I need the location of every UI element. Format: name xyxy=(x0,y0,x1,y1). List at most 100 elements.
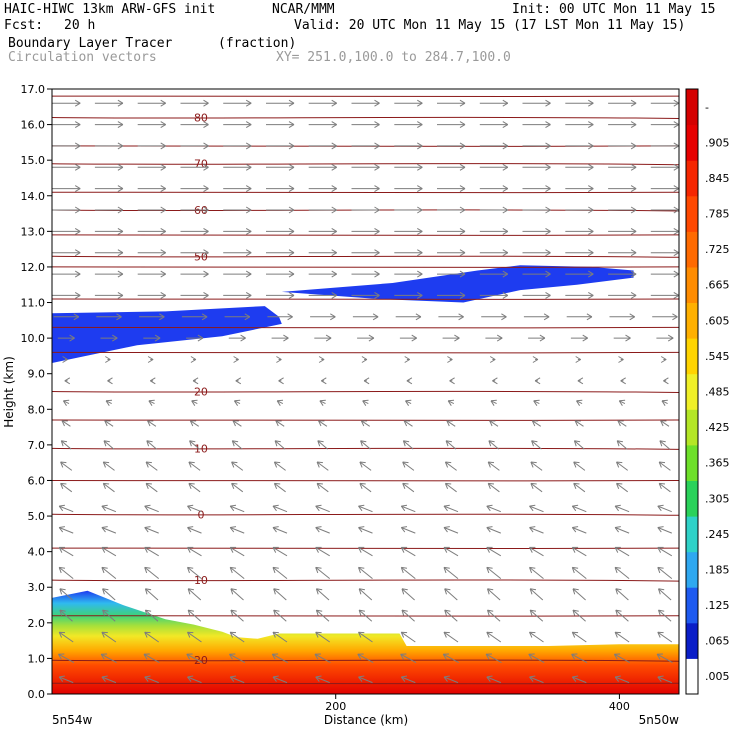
wind-vector xyxy=(94,227,124,235)
wind-vector xyxy=(608,291,637,299)
wind-vector xyxy=(266,291,295,299)
wind-vector xyxy=(479,227,509,235)
wind-vector xyxy=(229,653,246,664)
wind-vector xyxy=(481,313,507,321)
wind-vector xyxy=(565,291,594,299)
wind-vector xyxy=(529,675,544,684)
wind-vector xyxy=(351,163,380,171)
contour-line xyxy=(52,255,679,258)
wind-vector xyxy=(616,461,629,471)
wind-vector xyxy=(59,588,73,601)
y-tick-label: 2.0 xyxy=(28,617,46,630)
colorbar-swatch xyxy=(686,231,698,268)
y-tick-label: 15.0 xyxy=(21,154,46,167)
wind-vector xyxy=(437,163,466,171)
wind-vector xyxy=(485,653,502,664)
wind-vector xyxy=(187,588,202,601)
wind-vector xyxy=(180,99,209,107)
wind-vector xyxy=(137,142,166,150)
wind-vector xyxy=(359,461,372,471)
colorbar-label: - xyxy=(705,101,709,114)
wind-vector xyxy=(276,399,284,406)
wind-vector xyxy=(358,609,373,622)
wind-vector xyxy=(223,163,252,171)
upper-tracer-region-left xyxy=(52,306,282,363)
wind-vector xyxy=(180,227,209,235)
wind-vector xyxy=(315,609,330,622)
wind-vector xyxy=(400,546,416,557)
wind-vector xyxy=(659,440,671,450)
wind-vector xyxy=(271,653,288,664)
wind-vector xyxy=(531,420,541,427)
colorbar-label: .005 xyxy=(705,670,730,683)
wind-vector xyxy=(608,121,637,129)
wind-vector xyxy=(487,588,501,601)
wind-vector xyxy=(233,399,241,406)
wind-vector xyxy=(229,675,245,684)
y-axis-label: Height (km) xyxy=(2,356,16,427)
wind-vector xyxy=(445,440,457,450)
wind-vector xyxy=(351,227,380,235)
y-tick-label: 17.0 xyxy=(21,83,46,96)
wind-vector xyxy=(446,420,456,427)
wind-vector xyxy=(618,356,624,363)
wind-vector xyxy=(52,206,81,214)
wind-vector xyxy=(571,526,587,534)
wind-vector xyxy=(59,609,73,622)
wind-vector xyxy=(273,588,287,601)
wind-vector xyxy=(102,482,115,493)
x-axis-label: Distance (km) xyxy=(324,713,408,727)
wind-vector xyxy=(223,227,252,235)
wind-vector xyxy=(573,461,586,471)
wind-vector xyxy=(351,185,380,193)
wind-vector xyxy=(105,399,113,406)
wind-vector xyxy=(60,461,73,471)
colorbar-swatch xyxy=(686,551,698,588)
contour-line xyxy=(52,298,679,300)
wind-vector xyxy=(479,163,509,171)
colorbar-label: .545 xyxy=(705,350,730,363)
contour-line xyxy=(52,614,679,617)
wind-vector xyxy=(444,588,458,601)
wind-vector xyxy=(52,142,81,150)
wind-vector xyxy=(650,249,679,257)
vectors-label: Circulation vectors xyxy=(8,50,157,65)
contour-label: 20 xyxy=(194,386,208,399)
wind-vector xyxy=(479,185,509,193)
wind-vector xyxy=(614,504,630,513)
wind-vector xyxy=(650,163,679,171)
wind-vector xyxy=(613,653,631,664)
wind-vector xyxy=(231,482,244,493)
wind-vector xyxy=(529,504,544,513)
wind-vector xyxy=(650,227,679,235)
fcst-value: 20 h xyxy=(64,18,96,33)
y-tick-label: 12.0 xyxy=(21,261,46,274)
y-tick-label: 6.0 xyxy=(28,474,46,487)
wind-vector xyxy=(528,653,545,664)
wind-vector xyxy=(565,249,594,257)
field-units: (fraction) xyxy=(218,36,297,51)
field-name: Boundary Layer Tracer xyxy=(8,36,173,51)
wind-vector xyxy=(144,631,159,643)
colorbar-swatch xyxy=(686,409,698,446)
wind-vector xyxy=(223,99,252,107)
wind-vector xyxy=(144,675,159,684)
colorbar-swatch xyxy=(686,266,698,303)
wind-vector xyxy=(180,249,209,257)
y-tick-label: 5.0 xyxy=(28,510,46,523)
wind-vector xyxy=(529,546,544,557)
wind-vector xyxy=(230,609,244,622)
wind-vector xyxy=(608,227,637,235)
wind-vector xyxy=(144,588,159,601)
wind-vector xyxy=(359,482,372,493)
wind-vector xyxy=(479,249,509,257)
wind-vector xyxy=(94,249,124,257)
wind-vector xyxy=(58,675,74,684)
wind-vector xyxy=(406,377,413,385)
wind-vector xyxy=(180,163,209,171)
wind-vector xyxy=(64,377,71,385)
wind-vector xyxy=(187,546,202,557)
init-time: Init: 00 UTC Mon 11 May 15 xyxy=(512,2,716,17)
wind-vector xyxy=(486,631,502,643)
wind-vector xyxy=(362,399,369,406)
